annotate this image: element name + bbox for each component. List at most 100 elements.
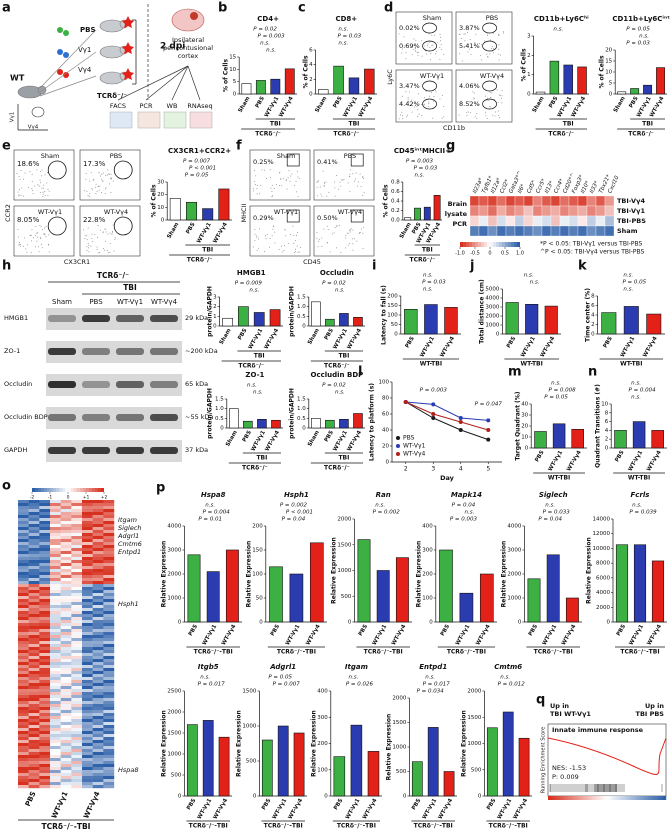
scale-swatch — [65, 488, 68, 492]
chart-title: HMGB1 — [237, 269, 266, 277]
p-value: n.s. — [200, 675, 210, 681]
heat-cell — [71, 605, 83, 609]
event-dot — [97, 224, 99, 226]
y-tick-label: 2000 — [596, 605, 610, 611]
event-dot — [259, 193, 261, 195]
heat-cell — [92, 677, 104, 681]
blot-band — [116, 447, 144, 454]
event-dot — [440, 36, 442, 38]
flow-plot — [313, 205, 375, 257]
event-dot — [401, 95, 403, 97]
scale-swatch — [499, 242, 502, 247]
heat-cell — [28, 746, 40, 750]
event-dot — [318, 239, 320, 241]
heat-cell — [39, 683, 51, 687]
heat-cell — [82, 560, 93, 564]
event-dot — [439, 58, 441, 60]
heat-cell — [71, 620, 83, 624]
event-dot — [86, 246, 88, 248]
y-tick-label: 6 — [591, 303, 595, 309]
heat-cell — [82, 539, 93, 543]
y-tick-label: 0.6 — [391, 189, 400, 195]
heat-cell — [71, 650, 83, 654]
heat-cell — [103, 710, 115, 714]
x-axis-label: WT-TBI — [548, 475, 570, 482]
event-dot — [328, 191, 330, 193]
rank-strip — [562, 796, 566, 800]
heat-cell — [103, 572, 115, 576]
event-dot — [293, 185, 295, 187]
heat-cell — [92, 734, 104, 738]
heat-cell — [92, 539, 104, 543]
heat-cell — [28, 650, 40, 654]
heat-cell — [103, 566, 115, 570]
event-dot — [86, 239, 88, 241]
heat-cell — [18, 626, 29, 630]
heat-cell — [50, 701, 61, 705]
side-label: Brain — [448, 200, 468, 208]
bar — [630, 88, 640, 95]
event-dot — [279, 185, 281, 187]
heat-cell — [28, 773, 40, 777]
heat-cell — [92, 581, 104, 585]
heat-cell — [82, 668, 93, 672]
event-dot — [349, 175, 351, 177]
label: Vγ1 — [10, 112, 16, 123]
heat-cell — [71, 782, 83, 786]
label: RNAseq — [187, 102, 212, 110]
y-tick-label: 1.0 — [297, 406, 306, 412]
event-dot — [320, 193, 322, 195]
legend-marker — [396, 452, 400, 456]
y-tick-label: 0.2 — [391, 208, 400, 214]
event-dot — [487, 56, 489, 58]
event-dot — [102, 248, 104, 250]
heat-cell — [60, 632, 72, 636]
rank-strip — [571, 796, 575, 800]
heat-cell — [28, 713, 40, 717]
heat-cell — [28, 722, 40, 726]
heat-cell — [39, 551, 51, 555]
heat-cell — [103, 707, 115, 711]
bar — [270, 78, 281, 95]
event-dot — [420, 103, 422, 105]
y-tick-label: 4000 — [167, 524, 181, 530]
event-dot — [316, 182, 318, 184]
p-value: P = 0.003 — [450, 517, 478, 523]
heat-cell — [39, 773, 51, 777]
event-dot — [486, 34, 488, 36]
p-value: P = 0.02 — [253, 27, 277, 33]
heat-cell — [18, 689, 29, 693]
heat-cell — [18, 677, 29, 681]
x-tick-label: PBS — [548, 96, 559, 110]
heat-cell — [92, 638, 104, 642]
event-dot — [269, 169, 271, 171]
heat-cell — [39, 515, 51, 519]
heat-cell — [50, 545, 61, 549]
y-tick-label: 150 — [252, 548, 263, 554]
heat-cell — [103, 551, 115, 555]
event-dot — [45, 236, 47, 238]
x-tick-label: WT-Vγ4 — [566, 450, 583, 473]
x-axis-label: WT-TBI — [628, 475, 650, 482]
heat-cell — [92, 572, 104, 576]
rank-strip — [639, 796, 643, 800]
p-value: n.s. — [553, 27, 563, 33]
heat-cell — [39, 602, 51, 606]
event-dot — [466, 115, 468, 117]
heat-cell — [92, 740, 104, 744]
heat-cell — [559, 225, 570, 237]
event-dot — [334, 227, 336, 229]
heat-cell — [60, 773, 72, 777]
heat-cell — [28, 617, 40, 621]
event-dot — [486, 53, 488, 55]
rank-strip — [583, 796, 587, 800]
legend-label: WT-Vγ1 — [403, 443, 426, 450]
heat-cell — [18, 569, 29, 573]
event-dot — [338, 224, 340, 226]
heat-cell — [18, 704, 29, 708]
panel-letter: f — [236, 139, 242, 154]
heat-cell — [28, 695, 40, 699]
event-dot — [39, 185, 41, 187]
heat-cell — [82, 569, 93, 573]
event-dot — [334, 195, 336, 197]
